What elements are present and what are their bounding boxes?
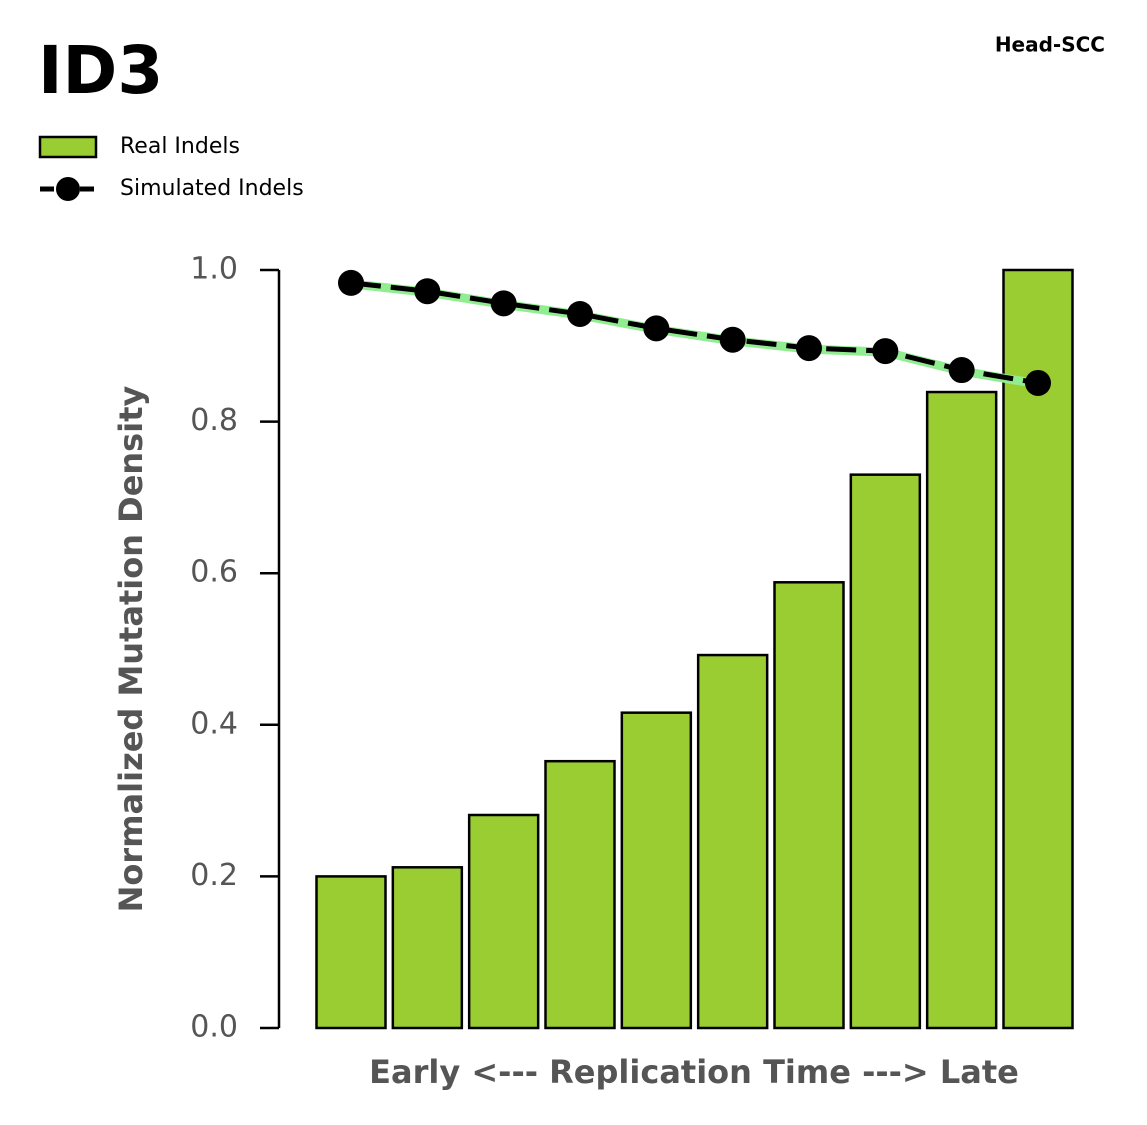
line-marker [1025, 369, 1051, 396]
legend-label: Simulated Indels [120, 176, 304, 201]
bar [925, 390, 998, 1030]
legend-marker [56, 177, 80, 201]
bar [620, 711, 693, 1030]
bar [849, 473, 922, 1030]
y-axis-label: Normalized Mutation Density [112, 386, 150, 913]
bar [315, 875, 387, 1030]
y-tick-label: 1.0 [190, 252, 238, 287]
line-marker [796, 335, 822, 362]
line-marker [567, 300, 593, 327]
line-marker [719, 326, 746, 353]
line [350, 280, 1039, 386]
line-marker [414, 278, 441, 305]
y-tick-label: 0.6 [190, 555, 238, 590]
y-tick-label: 0.0 [190, 1010, 238, 1045]
bar [391, 866, 464, 1030]
legend-swatch [38, 135, 98, 159]
line-marker [948, 357, 975, 384]
bar [1002, 268, 1074, 1030]
bar [467, 813, 540, 1030]
chart-title: ID3 [38, 32, 163, 109]
line-marker [872, 338, 899, 365]
line-marker [643, 315, 670, 342]
legend-label: Real Indels [120, 134, 240, 159]
bar [696, 653, 769, 1030]
bar [773, 581, 845, 1030]
bar [544, 759, 616, 1030]
line-marker [338, 269, 364, 296]
chart-subtitle: Head-SCC [995, 33, 1105, 57]
y-tick-label: 0.4 [190, 706, 238, 741]
line-marker [490, 290, 517, 317]
y-tick-label: 0.2 [190, 858, 238, 893]
y-tick-label: 0.8 [190, 403, 238, 438]
x-axis-label: Early <--- Replication Time ---> Late [369, 1053, 1019, 1091]
